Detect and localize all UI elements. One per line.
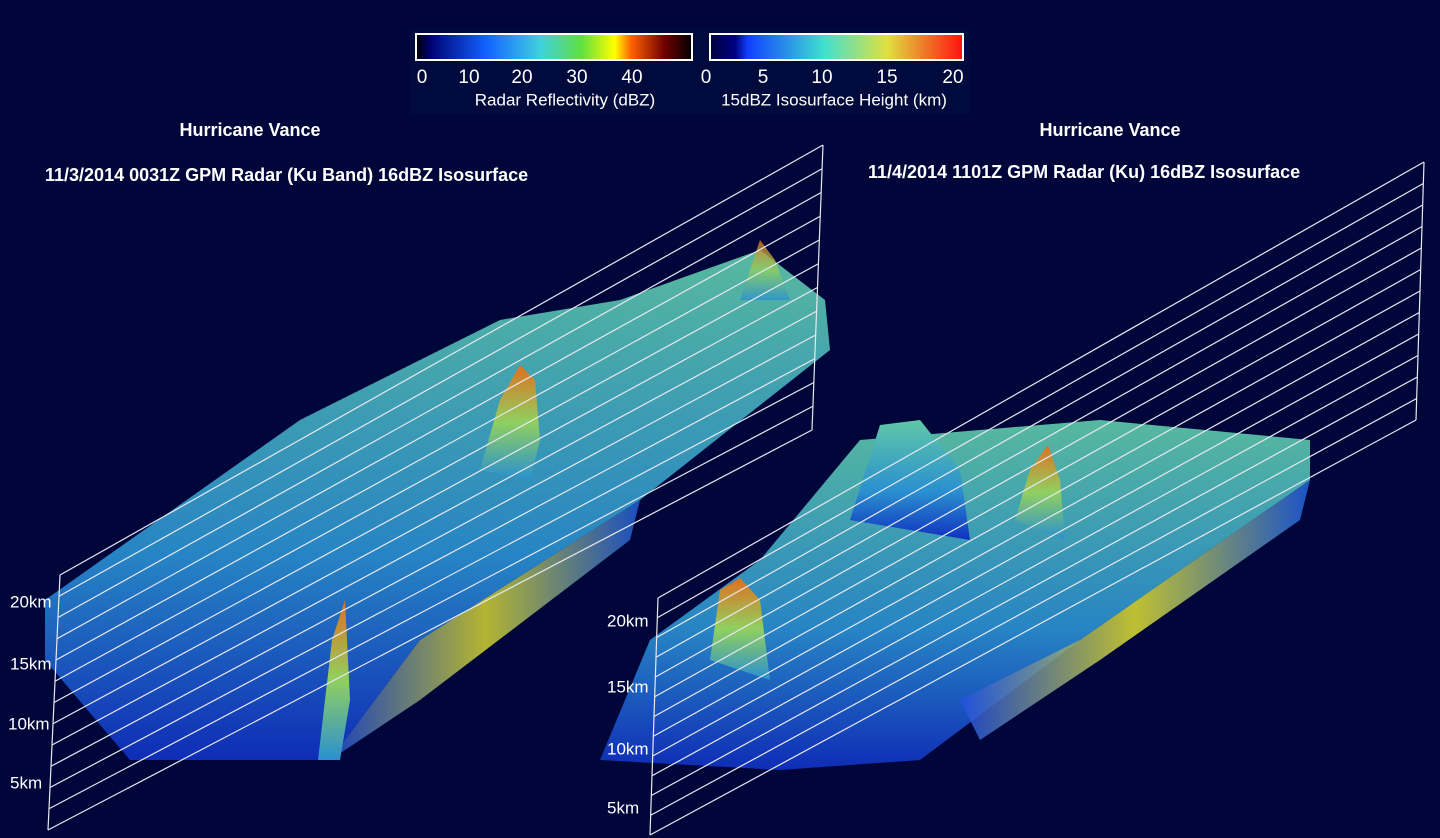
- height-label: 15km: [10, 654, 52, 673]
- height-label: 5km: [607, 798, 639, 817]
- height-label: 20km: [607, 611, 649, 630]
- colorbar-tick: 20: [942, 67, 963, 88]
- frame-line: [655, 225, 1423, 658]
- colorbar-tick: 15: [876, 67, 897, 88]
- frame-line: [47, 429, 813, 831]
- isosurface-frame: [47, 144, 1425, 836]
- height-label: 15km: [607, 677, 649, 696]
- frame-line: [56, 215, 821, 640]
- frame-line: [652, 333, 1419, 757]
- colorbar-tick: 0: [417, 67, 428, 88]
- colorbar-tick: 20: [511, 67, 532, 88]
- height-label: 5km: [10, 773, 42, 792]
- panel-subtitle: 11/3/2014 0031Z GPM Radar (Ku Band) 16dB…: [45, 165, 528, 185]
- frame-line: [653, 311, 1420, 737]
- colorbar: [709, 33, 964, 61]
- frame-line: [49, 381, 815, 789]
- frame-line: [52, 310, 817, 725]
- colorbar-tick: 40: [621, 67, 642, 88]
- frame-line: [649, 419, 1417, 836]
- frame-line: [51, 334, 816, 746]
- frame-line: [650, 397, 1417, 816]
- frame-line: [50, 358, 816, 767]
- colorbar-label: 15dBZ Isosurface Height (km): [721, 90, 947, 109]
- frame-line: [657, 161, 1425, 599]
- frame-line: [58, 168, 823, 597]
- panel-title: Hurricane Vance: [179, 120, 320, 140]
- frame-line: [55, 239, 820, 661]
- frame-line: [656, 204, 1423, 639]
- frame-line: [48, 405, 814, 810]
- frame-line: [654, 268, 1421, 698]
- height-label: 10km: [8, 714, 50, 733]
- panel-subtitle: 11/4/2014 1101Z GPM Radar (Ku) 16dBZ Iso…: [868, 162, 1300, 182]
- frame-line: [651, 354, 1419, 777]
- frame-line: [59, 144, 824, 576]
- colorbar-tick: 5: [758, 67, 769, 88]
- frame-line: [651, 376, 1418, 797]
- frame-line: [57, 191, 822, 619]
- colorbar-tick: 30: [566, 67, 587, 88]
- height-label: 20km: [10, 592, 52, 611]
- frame-line: [53, 286, 818, 704]
- colorbar: [415, 33, 693, 61]
- colorbar-tick: 0: [701, 67, 712, 88]
- colorbar-tick: 10: [811, 67, 832, 88]
- frame-line: [655, 247, 1422, 678]
- panel-title: Hurricane Vance: [1039, 120, 1180, 140]
- radar-surface: [600, 420, 1310, 770]
- radar-surface: [45, 240, 830, 760]
- frame-line: [54, 263, 819, 682]
- frame-line: [653, 290, 1421, 718]
- colorbar-label: Radar Reflectivity (dBZ): [475, 90, 655, 109]
- height-label: 10km: [607, 739, 649, 758]
- frame-line: [657, 182, 1424, 619]
- colorbar-tick: 10: [458, 67, 479, 88]
